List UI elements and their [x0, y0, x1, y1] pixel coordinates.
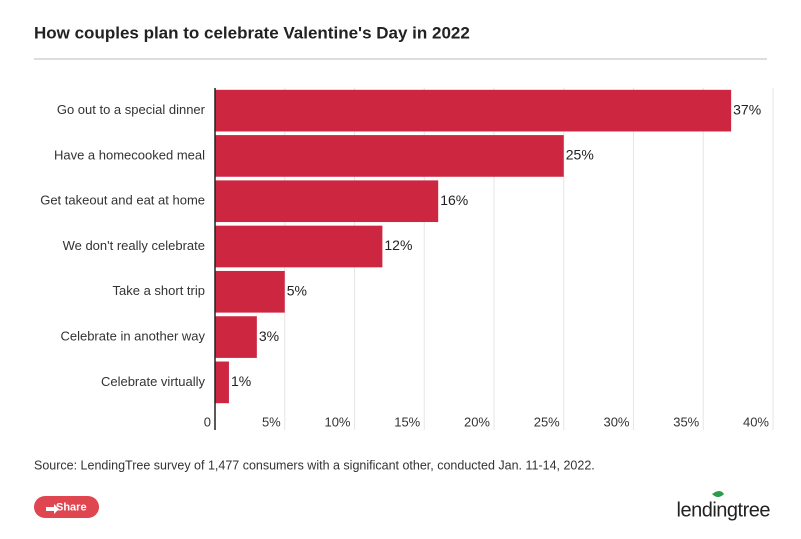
x-tick-label: 25% [534, 414, 560, 429]
x-tick-label: 0 [204, 414, 211, 429]
bar [215, 180, 439, 223]
x-tick-label: 10% [324, 414, 350, 429]
source-note: Source: LendingTree survey of 1,477 cons… [34, 458, 595, 472]
value-label: 16% [440, 192, 468, 208]
value-label: 3% [259, 328, 279, 344]
value-label: 5% [287, 282, 307, 298]
x-tick-label: 40% [743, 414, 769, 429]
value-label: 37% [733, 101, 761, 117]
value-label: 12% [384, 237, 412, 253]
bar [215, 135, 564, 177]
y-tick-label: We don't really celebrate [63, 238, 205, 253]
bar [215, 316, 257, 358]
value-label: 1% [231, 373, 251, 389]
plot: 0 5% 10% 15% 20% 25% 30% 35% 40% Go out to a spec… [40, 88, 774, 430]
chart-title: How couples plan to celebrate Valentine'… [34, 23, 470, 42]
bar [215, 225, 383, 268]
share-button-bg[interactable] [34, 496, 99, 518]
x-tick-label: 5% [262, 414, 281, 429]
share-label[interactable]: Share [56, 501, 87, 513]
y-tick-label: Celebrate in another way [60, 329, 205, 344]
y-tick-label: Celebrate virtually [101, 374, 206, 389]
x-tick-label: 35% [673, 414, 699, 429]
bar [215, 270, 285, 313]
x-tick-label: 15% [394, 414, 420, 429]
y-tick-label: Have a homecooked meal [54, 147, 205, 162]
x-tick-label: 30% [603, 414, 629, 429]
x-tick-label: 20% [464, 414, 490, 429]
y-tick-label: Get takeout and eat at home [40, 193, 205, 208]
logo: lendingtree [677, 499, 771, 521]
y-tick-label: Take a short trip [113, 283, 206, 298]
share-button[interactable]: Share [34, 496, 99, 518]
y-tick-label: Go out to a special dinner [57, 102, 206, 117]
bar [215, 361, 229, 404]
share-icon [46, 504, 59, 514]
value-label: 25% [566, 147, 594, 163]
bar [215, 89, 732, 132]
logo-leaf [712, 491, 724, 497]
